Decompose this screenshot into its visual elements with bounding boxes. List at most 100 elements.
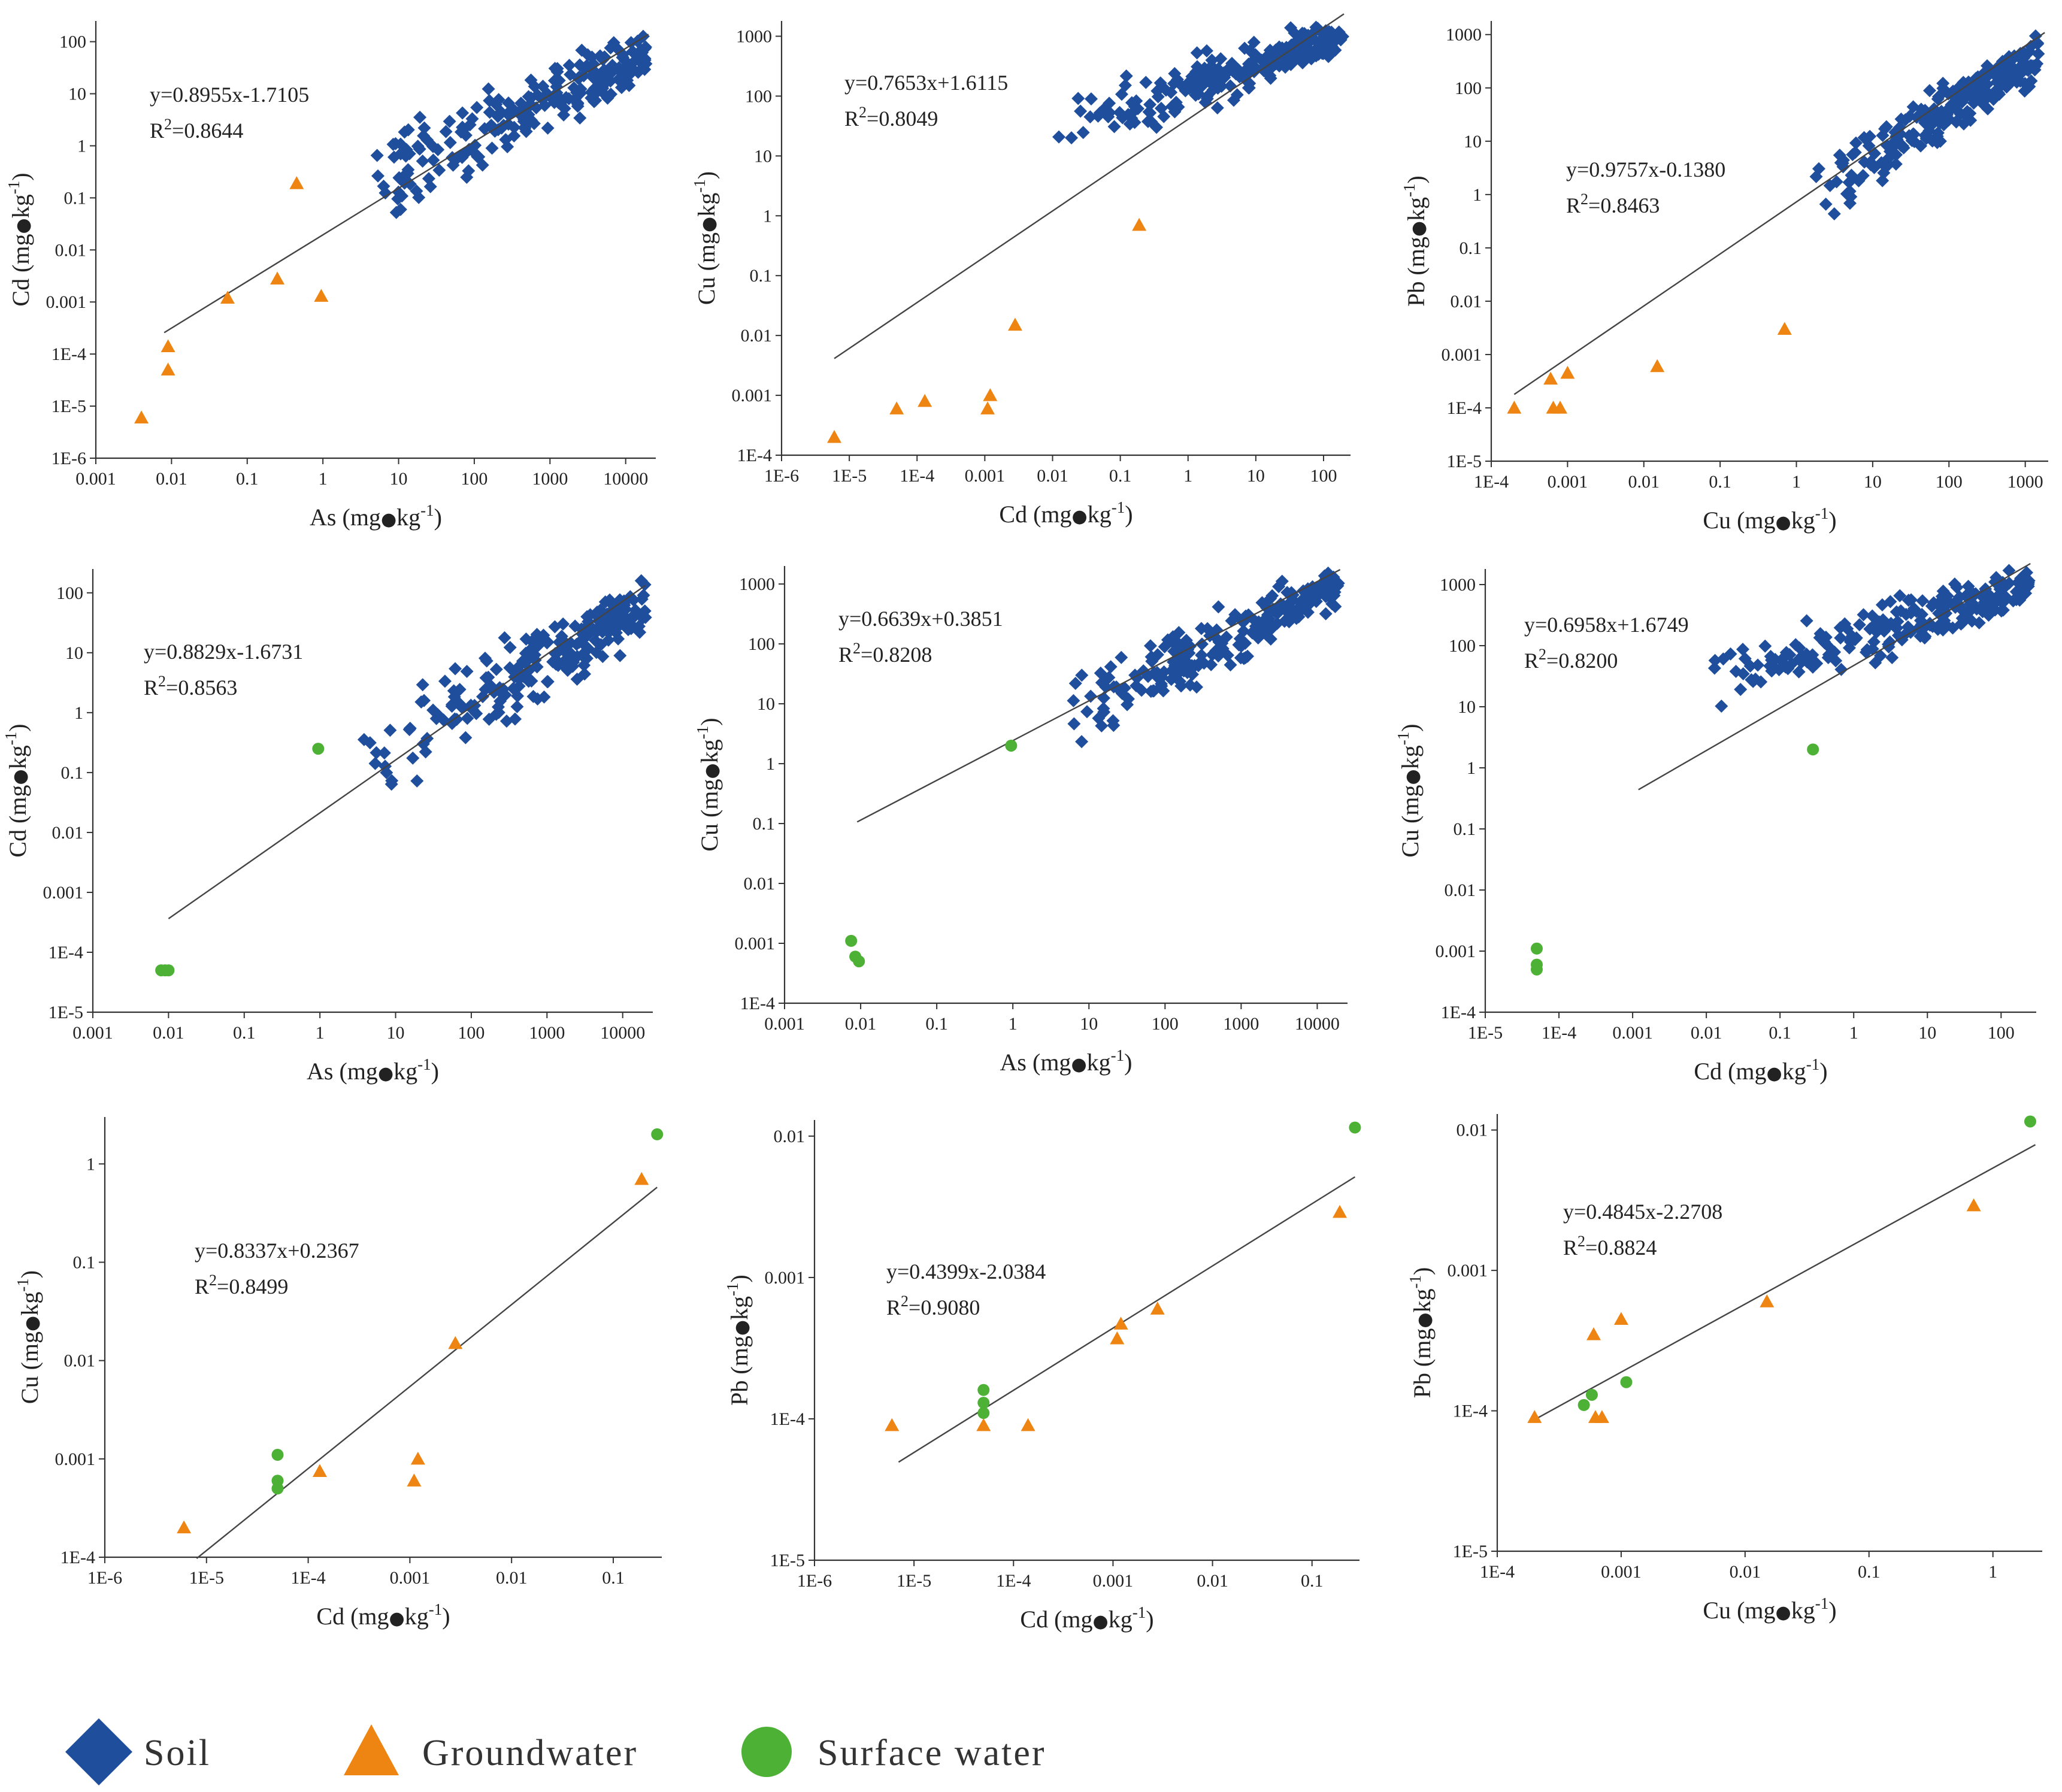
soil-point bbox=[1142, 105, 1156, 119]
soil-point bbox=[1936, 86, 1949, 100]
soil-point bbox=[461, 712, 474, 725]
regression-line bbox=[196, 1186, 658, 1560]
y-tick-label: 0.01 bbox=[1457, 1121, 1488, 1140]
soil-point bbox=[2030, 57, 2044, 71]
soil-point bbox=[1264, 632, 1277, 646]
scatter-panels: 0.001 0.01 0.1 1 10 100 1000 100001E-61E-51E-40… bbox=[2, 13, 2048, 1633]
surface-water-point bbox=[1005, 739, 1018, 752]
y-axis-label-bullet: ● bbox=[1414, 1312, 1435, 1328]
y-tick-label: 10 bbox=[757, 694, 775, 714]
soil-point bbox=[458, 147, 471, 161]
soil-point bbox=[1764, 649, 1778, 663]
soil-point bbox=[1319, 37, 1333, 51]
soil-point bbox=[1127, 105, 1140, 119]
groundwater-point bbox=[289, 176, 304, 189]
soil-point bbox=[1991, 87, 2005, 101]
soil-point bbox=[1123, 117, 1137, 131]
panel-6: 1E-5 1E-4 0.001 0.01 0.1 1 10 1001E-40.0010.010… bbox=[1394, 562, 2036, 1085]
soil-point bbox=[568, 619, 582, 633]
soil-point bbox=[1885, 650, 1899, 664]
y-axis-label: Pb (mg●kg-1) bbox=[1406, 1267, 1436, 1399]
x-axis-label: Cd (mg●kg-1) bbox=[316, 1600, 450, 1630]
r-squared-symbol: R bbox=[838, 643, 853, 667]
soil-point bbox=[1286, 609, 1300, 622]
x-tick-label: 1 bbox=[1009, 1014, 1018, 1034]
y-axis-label-exp: -1 bbox=[14, 1278, 32, 1292]
soil-point bbox=[1842, 175, 1856, 189]
soil-point bbox=[619, 603, 632, 616]
soil-point bbox=[1135, 683, 1149, 697]
y-tick-label: 1E-4 bbox=[1453, 1401, 1488, 1421]
soil-point bbox=[483, 105, 496, 119]
x-axis-label-close: ) bbox=[1819, 1058, 1827, 1085]
x-axis-label-bullet: ● bbox=[1776, 1602, 1791, 1623]
x-axis-label-text: As (mg bbox=[307, 1058, 378, 1085]
soil-point bbox=[417, 694, 431, 707]
soil-point bbox=[1125, 96, 1139, 110]
regression-equation: y=0.7653x+1.6115 bbox=[844, 71, 1008, 95]
x-axis-label-unit: kg bbox=[405, 1603, 429, 1630]
soil-point bbox=[1975, 589, 1988, 603]
soil-point bbox=[1113, 105, 1127, 119]
y-axis-label-text: Pb (mg bbox=[1409, 1328, 1436, 1399]
regression-line bbox=[1513, 32, 2045, 395]
x-tick-label: 1 bbox=[1792, 472, 1801, 492]
surface-water-point bbox=[1577, 1399, 1590, 1411]
groundwater-point bbox=[448, 1336, 463, 1349]
soil-point bbox=[575, 43, 589, 57]
r-squared: R2=0.8463 bbox=[1566, 190, 1660, 217]
soil-point bbox=[384, 777, 398, 791]
x-axis-label-text: Cu (mg bbox=[1703, 1597, 1775, 1624]
soil-point bbox=[1894, 604, 1907, 617]
legend: Soil Groundwater Surface water bbox=[65, 1718, 1044, 1785]
soil-point bbox=[1736, 643, 1749, 656]
x-tick-label: 0.1 bbox=[233, 1023, 256, 1043]
x-tick-label: 0.001 bbox=[1601, 1562, 1642, 1582]
groundwater-point bbox=[1021, 1418, 1035, 1431]
x-tick-label: 1E-4 bbox=[1542, 1023, 1576, 1043]
soil-point bbox=[629, 603, 643, 617]
panel-4: 0.001 0.01 0.1 1 10 100 1000 10000 1E-5 1E-4 0.001… bbox=[2, 569, 653, 1085]
surface-water-point bbox=[845, 934, 858, 947]
soil-point bbox=[571, 96, 585, 110]
legend-groundwater-triangle-icon bbox=[344, 1724, 399, 1776]
soil-point bbox=[537, 690, 551, 704]
soil-point bbox=[1783, 648, 1797, 662]
y-axis-label-text: Cu (mg bbox=[693, 232, 720, 305]
soil-point bbox=[450, 713, 464, 727]
soil-point bbox=[1901, 594, 1915, 607]
r-squared: R2=0.9080 bbox=[886, 1292, 980, 1319]
soil-point bbox=[1143, 639, 1157, 653]
soil-point bbox=[623, 616, 637, 630]
soil-point bbox=[1242, 608, 1255, 622]
x-axis-label-text: Cu (mg bbox=[1703, 507, 1775, 534]
soil-point bbox=[1961, 606, 1975, 620]
x-axis-label-exp: -1 bbox=[429, 1600, 443, 1618]
y-tick-label: 0.001 bbox=[43, 883, 84, 903]
r-squared: R2=0.8644 bbox=[150, 116, 243, 143]
y-tick-label: 100 bbox=[59, 32, 86, 52]
r-squared-symbol: R bbox=[144, 676, 158, 700]
surface-water-point bbox=[977, 1407, 990, 1419]
soil-point bbox=[1177, 664, 1191, 678]
r-squared-symbol: R bbox=[844, 107, 859, 131]
regression-equation: y=0.8829x-1.6731 bbox=[144, 640, 303, 664]
soil-point bbox=[449, 662, 462, 676]
x-tick-label: 0.1 bbox=[602, 1568, 625, 1588]
soil-point bbox=[1857, 608, 1870, 622]
soil-point bbox=[613, 649, 627, 662]
soil-point bbox=[413, 142, 426, 156]
x-tick-label: 1000 bbox=[532, 469, 568, 489]
soil-point bbox=[459, 731, 473, 744]
y-tick-label: 1E-4 bbox=[1447, 398, 1482, 418]
soil-point bbox=[1230, 88, 1244, 102]
soil-point bbox=[443, 136, 457, 150]
soil-point bbox=[456, 106, 470, 120]
soil-point bbox=[1104, 660, 1118, 674]
x-tick-label: 0.1 bbox=[1301, 1571, 1324, 1591]
groundwater-point bbox=[1553, 400, 1568, 414]
y-tick-label: 1000 bbox=[739, 574, 775, 594]
soil-point bbox=[2024, 40, 2038, 53]
surface-water-point bbox=[312, 743, 325, 755]
